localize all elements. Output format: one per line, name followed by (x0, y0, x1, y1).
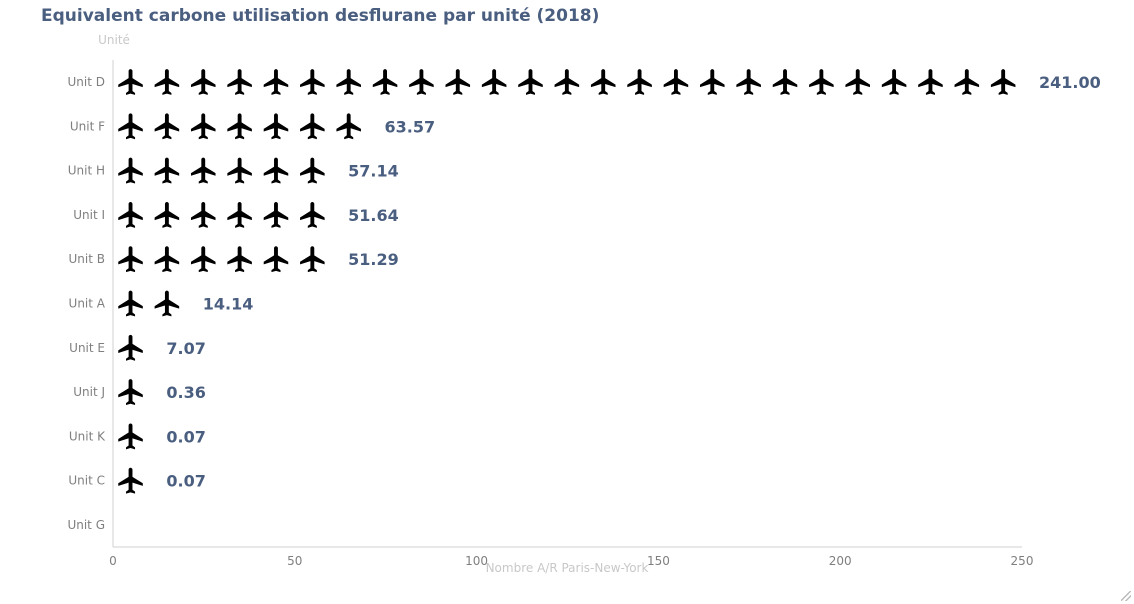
airplane-icon (663, 69, 689, 95)
airplane-icon (518, 69, 543, 95)
airplane-icon (118, 290, 143, 317)
airplane-icon (118, 467, 143, 494)
airplane-icon (372, 69, 398, 95)
airplane-icon (227, 113, 252, 140)
data-label: 0.36 (166, 383, 205, 402)
category-label: Unit D (68, 75, 105, 89)
category-label: Unit G (67, 518, 105, 532)
resize-grip[interactable] (1121, 591, 1131, 601)
airplane-icon (954, 69, 980, 95)
airplane-icon (300, 246, 325, 273)
airplane-icon (118, 157, 143, 184)
data-label: 51.29 (348, 250, 399, 269)
airplane-icon (736, 69, 761, 95)
airplane-icon (227, 157, 252, 184)
airplane-icon (227, 69, 252, 95)
airplane-icon (809, 69, 834, 95)
bar-row: Unit D 241.00 (68, 69, 1101, 95)
airplane-icon (190, 113, 216, 140)
airplane-icon (154, 290, 180, 317)
x-tick-label: 150 (647, 554, 670, 568)
bar-row: Unit E 7.07 (69, 334, 206, 361)
airplane-icon (190, 157, 216, 184)
data-label: 241.00 (1039, 73, 1101, 92)
category-label: Unit F (70, 119, 105, 133)
data-label: 7.07 (166, 339, 205, 358)
y-axis-title: Unité (98, 33, 130, 47)
airplane-icon (881, 69, 907, 95)
data-label: 51.64 (348, 206, 399, 225)
chart-title: Equivalent carbone utilisation desfluran… (41, 6, 599, 26)
airplane-icon (554, 69, 580, 95)
airplane-icon (118, 201, 143, 228)
airplane-icon (154, 201, 180, 228)
airplane-icon (590, 69, 616, 95)
airplane-icon (336, 113, 361, 140)
bar-row: Unit J 0.36 (73, 379, 206, 406)
airplane-icon (445, 69, 471, 95)
airplane-icon (263, 246, 289, 273)
x-tick-label: 100 (465, 554, 488, 568)
airplane-icon (118, 246, 143, 273)
category-label: Unit K (69, 429, 106, 443)
category-label: Unit A (69, 297, 106, 311)
category-label: Unit E (69, 341, 105, 355)
airplane-icon (300, 201, 325, 228)
airplane-icon (300, 113, 325, 140)
airplane-icon (336, 69, 361, 95)
airplane-icon (990, 69, 1016, 95)
bar-row: Unit G (67, 518, 105, 532)
category-label: Unit H (68, 164, 105, 178)
airplane-icon (118, 423, 143, 450)
airplane-icon (845, 69, 871, 95)
airplane-icon (772, 69, 798, 95)
airplane-icon (263, 69, 289, 95)
data-label: 14.14 (203, 295, 254, 314)
bar-row: Unit C 0.07 (68, 467, 206, 494)
airplane-icon (118, 69, 143, 95)
category-label: Unit B (69, 252, 105, 266)
airplane-icon (918, 69, 943, 95)
data-label: 57.14 (348, 162, 399, 181)
bar-row: Unit I 51.64 (73, 201, 399, 228)
bar-row: Unit K 0.07 (69, 423, 206, 450)
airplane-icon (263, 113, 289, 140)
x-tick-label: 200 (829, 554, 852, 568)
airplane-icon (227, 246, 252, 273)
airplane-icon (263, 157, 289, 184)
x-tick-label: 50 (287, 554, 302, 568)
airplane-icon (263, 201, 289, 228)
airplane-icon (700, 69, 725, 95)
airplane-icon (481, 69, 507, 95)
data-label: 63.57 (385, 117, 436, 136)
airplane-icon (190, 69, 216, 95)
airplane-icon (227, 201, 252, 228)
airplane-icon (154, 113, 180, 140)
bar-row: Unit H 57.14 (68, 157, 399, 184)
category-label: Unit I (73, 208, 105, 222)
x-tick-label: 0 (109, 554, 117, 568)
category-label: Unit J (73, 385, 105, 399)
airplane-icon (300, 69, 325, 95)
airplane-icon (627, 69, 652, 95)
bar-row: Unit B 51.29 (69, 246, 399, 273)
x-tick-label: 250 (1011, 554, 1034, 568)
airplane-icon (154, 157, 180, 184)
airplane-icon (118, 334, 143, 361)
airplane-icon (300, 157, 325, 184)
data-label: 0.07 (166, 427, 205, 446)
airplane-icon (118, 113, 143, 140)
airplane-icon (154, 246, 180, 273)
x-axis-title: Nombre A/R Paris-New-York (486, 561, 649, 575)
category-label: Unit C (68, 474, 105, 488)
airplane-icon (154, 69, 180, 95)
airplane-icon (409, 69, 434, 95)
bar-row: Unit A 14.14 (69, 290, 254, 317)
bar-row: Unit F 63.57 (70, 113, 436, 140)
airplane-icon (190, 246, 216, 273)
data-label: 0.07 (166, 472, 205, 491)
airplane-icon (190, 201, 216, 228)
airplane-icon (118, 379, 143, 406)
